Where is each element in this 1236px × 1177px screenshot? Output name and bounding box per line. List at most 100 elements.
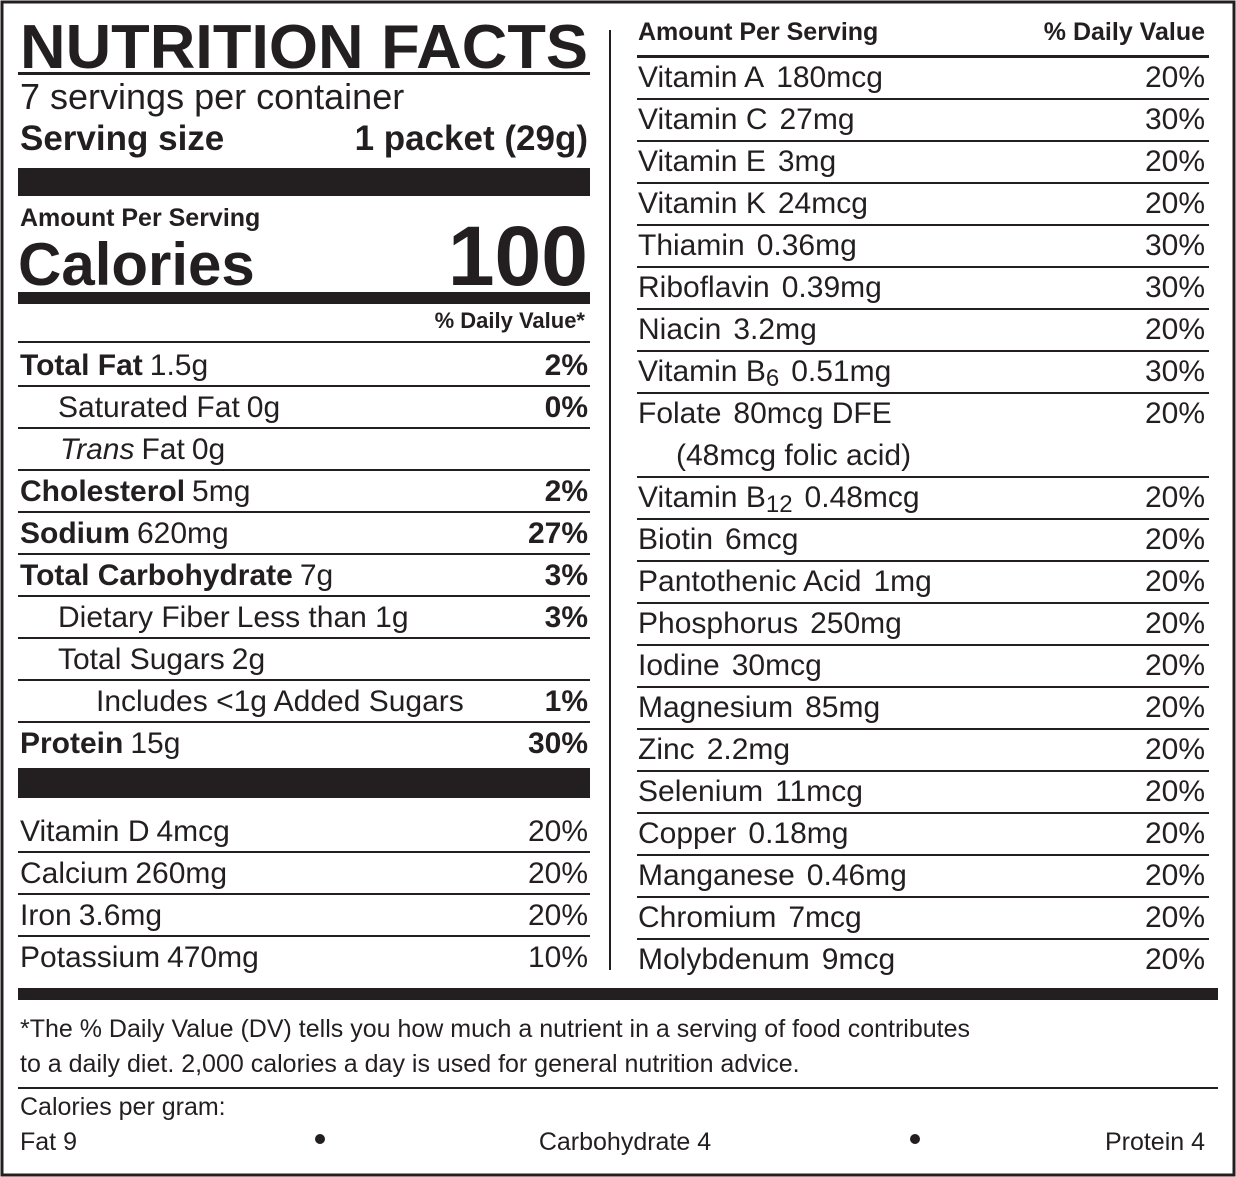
micronutrient-amount: 0.46mg <box>807 859 907 892</box>
vitamin-row: Calcium 260mg <box>20 857 227 890</box>
vitamin-name: Vitamin D <box>20 815 150 848</box>
rule <box>18 469 590 471</box>
nutrient-name-italic: Trans <box>60 433 134 466</box>
nutrient-name: Protein <box>20 727 123 760</box>
nutrient-dv: 1% <box>545 685 588 718</box>
micronutrient-amount: 1mg <box>874 565 932 598</box>
nutrient-name: Total Fat <box>20 349 143 382</box>
footnote-line: to a daily diet. 2,000 calories a day is… <box>20 1050 800 1078</box>
micronutrient-row: Copper 0.18mg <box>638 817 848 850</box>
micronutrient-row: Manganese 0.46mg <box>638 859 907 892</box>
rule <box>637 350 1209 352</box>
micronutrient-row: Vitamin K 24mcg <box>638 187 868 220</box>
vitamin-dv: 20% <box>528 899 588 932</box>
rule <box>637 476 1209 478</box>
footnote-line: *The % Daily Value (DV) tells you how mu… <box>20 1015 970 1043</box>
nutrient-amount: 2g <box>232 643 265 676</box>
micronutrient-name: Biotin <box>638 523 713 556</box>
nutrient-row: Saturated Fat 0g <box>58 391 280 424</box>
nutrient-name: Fat <box>141 433 185 466</box>
nutrient-name: Includes <1g Added Sugars <box>96 685 464 718</box>
nutrient-dv: 3% <box>545 601 588 634</box>
micronutrient-name: Folate <box>638 397 721 430</box>
rule <box>637 686 1209 688</box>
micronutrient-row: Biotin 6mcg <box>638 523 798 556</box>
nutrient-name: Total Carbohydrate <box>20 559 293 592</box>
nutrient-amount: 5mg <box>192 475 250 508</box>
micronutrient-dv: 20% <box>1145 313 1205 346</box>
micronutrient-dv: 30% <box>1145 355 1205 388</box>
micronutrient-amount: 0.48mcg <box>805 481 920 514</box>
micronutrient-row: Folate 80mcg DFE <box>638 397 892 430</box>
medium-bar <box>18 988 1218 1000</box>
daily-value-header: % Daily Value* <box>435 308 586 333</box>
micronutrient-name: Niacin <box>638 313 721 346</box>
rule <box>637 224 1209 226</box>
micronutrient-row: Pantothenic Acid 1mg <box>638 565 932 598</box>
nutrient-name: Saturated Fat <box>58 391 240 424</box>
micronutrient-name: Phosphorus <box>638 607 798 640</box>
micronutrient-amount: 250mg <box>810 607 902 640</box>
rule <box>637 560 1209 562</box>
servings: 7 servings per container <box>20 76 404 117</box>
micronutrient-amount: 30mcg <box>732 649 822 682</box>
micronutrient-amount: 11mcg <box>775 775 863 808</box>
rule <box>637 728 1209 730</box>
micronutrient-amount: 85mg <box>805 691 880 724</box>
serving-size: 1 packet (29g) <box>355 119 588 158</box>
micronutrient-dv: 30% <box>1145 103 1205 136</box>
rule <box>18 637 590 639</box>
vitamin-amount: 4mcg <box>157 815 230 848</box>
micronutrient-dv: 20% <box>1145 775 1205 808</box>
nutrient-amount: 7g <box>300 559 333 592</box>
serving-size-label: Serving size <box>20 119 224 158</box>
micronutrient-name: Riboflavin <box>638 271 770 304</box>
rule <box>637 518 1209 520</box>
rule <box>18 1087 1218 1089</box>
nutrient-row: Total Sugars 2g <box>58 643 265 676</box>
column-divider <box>609 30 611 970</box>
amount-per-serving: Amount Per Serving <box>20 204 260 232</box>
micronutrient-dv: 20% <box>1145 649 1205 682</box>
rule <box>637 266 1209 268</box>
micronutrient-amount: 80mcg DFE <box>733 397 891 430</box>
rule <box>637 770 1209 772</box>
rule <box>18 427 590 429</box>
micronutrient-row: Phosphorus 250mg <box>638 607 902 640</box>
micronutrient-dv: 20% <box>1145 691 1205 724</box>
nutrient-dv: 2% <box>545 349 588 382</box>
micronutrient-row: Selenium 11mcg <box>638 775 863 808</box>
calories-value: 100 <box>448 209 588 303</box>
rule <box>18 511 590 513</box>
micronutrient-amount: 0.36mg <box>757 229 857 262</box>
vitamin-name: Potassium <box>20 941 160 974</box>
nutrient-dv: 30% <box>528 727 588 760</box>
thick-bar <box>18 768 590 798</box>
micronutrient-subscript: 12 <box>766 491 793 518</box>
micronutrient-dv: 20% <box>1145 523 1205 556</box>
micronutrient-row: Riboflavin 0.39mg <box>638 271 882 304</box>
nutrient-row: Total Carbohydrate 7g <box>20 559 333 592</box>
rule <box>637 98 1209 100</box>
vitamin-amount: 470mg <box>167 941 259 974</box>
micronutrient-name: Iodine <box>638 649 720 682</box>
nutrient-amount: 15g <box>130 727 180 760</box>
micronutrient-dv: 20% <box>1145 145 1205 178</box>
micronutrient-amount: 0.51mg <box>791 355 891 388</box>
micronutrient-dv: 20% <box>1145 859 1205 892</box>
vitamin-dv: 20% <box>528 857 588 890</box>
vitamin-amount: 260mg <box>135 857 227 890</box>
micronutrient-dv: 30% <box>1145 271 1205 304</box>
bullet <box>910 1134 920 1144</box>
vitamin-row: Potassium 470mg <box>20 941 259 974</box>
vitamin-dv: 10% <box>528 941 588 974</box>
rule <box>637 854 1209 856</box>
rule <box>18 553 590 555</box>
nutrient-name: Dietary Fiber <box>58 601 230 634</box>
rule <box>18 893 590 895</box>
nutrient-row: Protein 15g <box>20 727 180 760</box>
nutrient-row: Sodium 620mg <box>20 517 229 550</box>
nutrient-dv: 3% <box>545 559 588 592</box>
